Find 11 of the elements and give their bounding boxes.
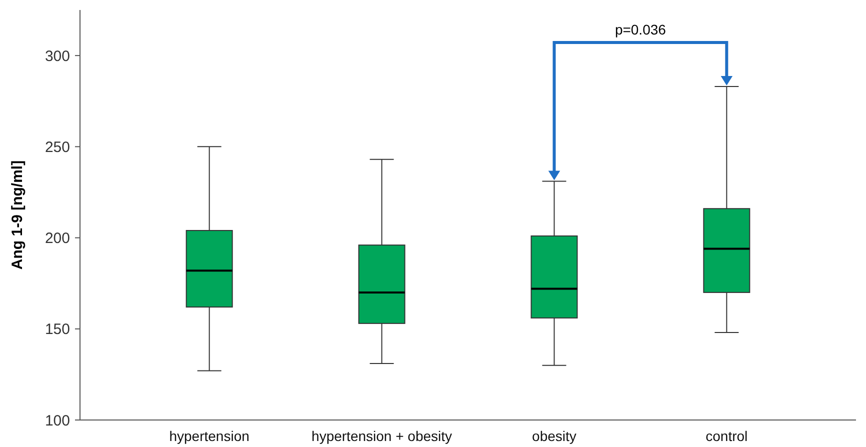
y-tick-label: 200	[44, 230, 70, 248]
x-tick-label: control	[706, 428, 748, 444]
y-tick-label: 100	[44, 412, 70, 430]
annotation: p=0.036	[614, 22, 666, 38]
y-axis-title: Ang 1-9 [ng/ml]	[9, 160, 26, 270]
y-tick-label: 150	[44, 321, 70, 338]
x-tick-label: obesity	[532, 428, 576, 444]
y-tick-label: 250	[44, 138, 70, 156]
x-tick-label: hypertension + obesity	[312, 428, 452, 444]
y-tick-label: 300	[44, 48, 70, 65]
x-tick-label: hypertension	[169, 428, 250, 444]
